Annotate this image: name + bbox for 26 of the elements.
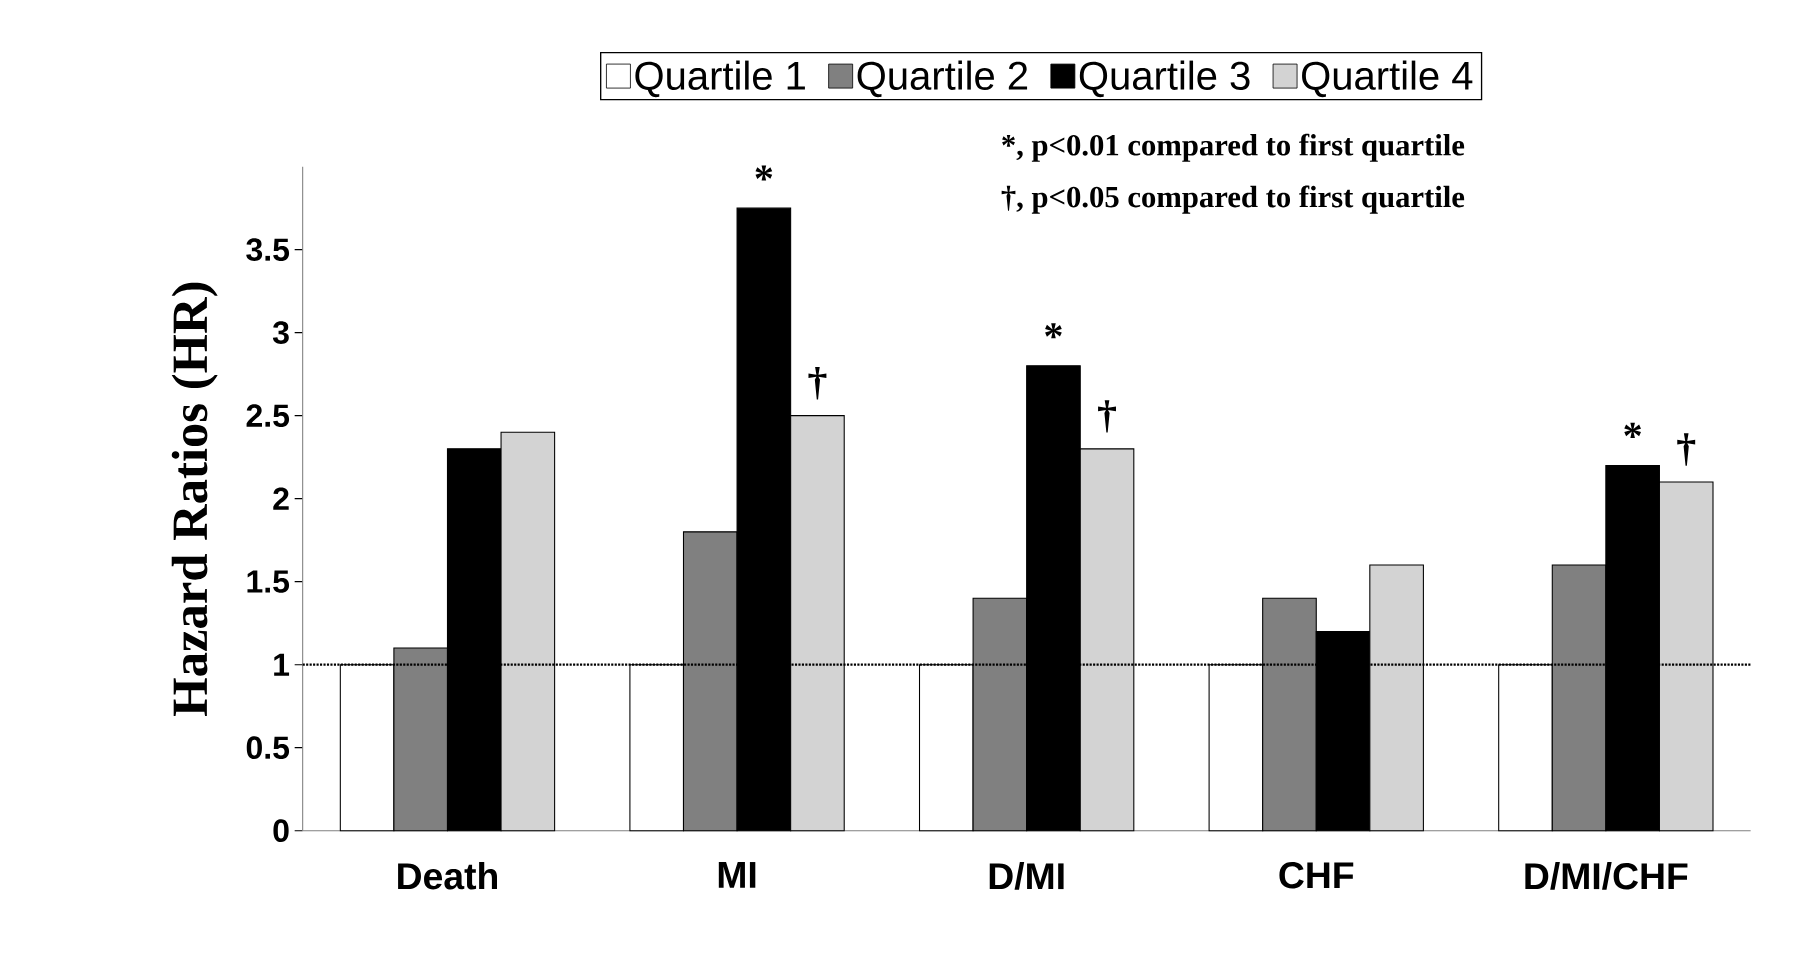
y-tick-label: 3.5 xyxy=(246,238,290,261)
annotation: † xyxy=(1098,400,1116,433)
annotation: * xyxy=(1624,422,1641,438)
x-tick-label: MI xyxy=(718,861,756,888)
legend-label: Quartile 4 xyxy=(1302,60,1473,97)
y-tick-label: 1 xyxy=(274,653,290,676)
x-tick-label: CHF xyxy=(1279,861,1354,889)
x-tick-label: Death xyxy=(398,861,497,890)
y-tick-label: 3 xyxy=(272,321,289,344)
y-tick-label: 2.5 xyxy=(246,404,290,427)
text: *, p<0.01 compared to first quartile xyxy=(1002,133,1465,162)
annotation: * xyxy=(1045,323,1062,339)
y-tick-label: 0 xyxy=(273,819,289,842)
x-tick-label: D/MI/CHF xyxy=(1525,861,1688,890)
legend-label: Quartile 1 xyxy=(635,60,805,97)
y-tick-label: 0.5 xyxy=(246,736,290,759)
y-tick-label: 2 xyxy=(273,487,289,510)
annotation: † xyxy=(808,366,827,400)
legend-label: Quartile 2 xyxy=(857,60,1028,97)
annotation: † xyxy=(1677,433,1696,466)
annotation: †, p<0.05 compared to first quartile xyxy=(1001,185,1465,214)
annotation: * xyxy=(755,165,773,181)
x-tick-label: D/MI xyxy=(989,861,1064,890)
legend-label: Quartile 3 xyxy=(1079,60,1250,97)
y-tick-label: 1.5 xyxy=(247,570,290,593)
y-axis-title: Hazard Ratios (HR) xyxy=(171,282,218,716)
